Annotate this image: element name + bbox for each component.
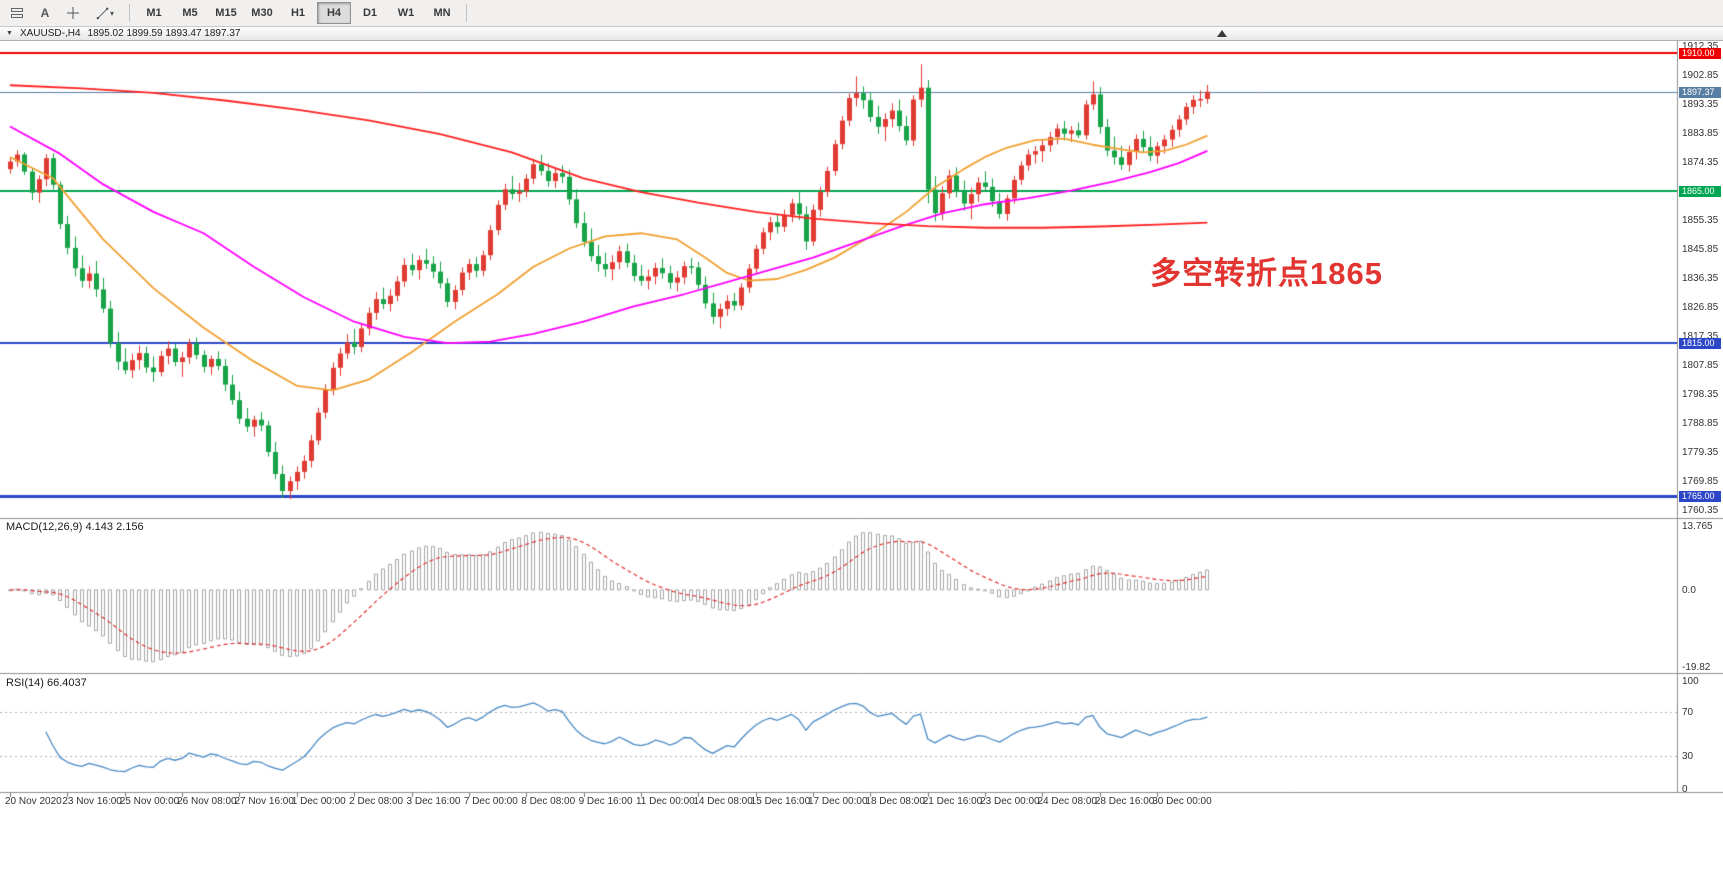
price-level-box: 1765.00 [1679,491,1721,502]
tile-windows-button[interactable] [4,1,30,25]
rsi-axis-label: 30 [1682,751,1694,762]
text-tool-icon: A [40,6,50,20]
time-axis-label: 8 Dec 08:00 [521,796,576,807]
tf-button-h1[interactable]: H1 [290,7,306,19]
text-label-tool-button[interactable]: A [32,1,58,25]
price-tick: 1779.35 [1682,446,1719,458]
price-tick: 1817.35 [1682,330,1719,342]
price-level-box: 1897.37 [1679,87,1721,98]
toolbar-separator [129,4,130,22]
tile-windows-icon [11,8,23,18]
price-tick: 1798.35 [1682,388,1719,400]
time-axis-label: 2 Dec 08:00 [349,796,404,807]
time-axis-label: 1 Dec 00:00 [291,796,346,807]
toolbar-separator [466,4,467,22]
time-axis-label: 23 Dec 00:00 [980,796,1040,807]
macd-indicator-label: MACD(12,26,9) 4.143 2.156 [6,521,144,533]
chart-annotation-text[interactable]: 多空转折点1865 [1150,256,1383,291]
time-axis-label: 17 Dec 00:00 [808,796,868,807]
time-axis-label: 3 Dec 16:00 [406,796,461,807]
time-axis-label: 25 Nov 00:00 [119,796,180,807]
chart-symbol-title: XAUUSD-,H4 [19,28,81,39]
main-toolbar: A ▾ M1 M5 M15 M30 H1 H4 D1 W1 MN [0,0,1723,27]
time-axis-label: 28 Dec 16:00 [1094,796,1155,807]
collapse-triangle-icon[interactable]: ▼ [6,30,13,37]
time-axis-label: 30 Dec 00:00 [1152,796,1212,807]
time-axis-label: 18 Dec 08:00 [865,796,925,807]
tf-button-m5[interactable]: M5 [182,7,198,19]
macd-values: 4.143 2.156 [85,521,144,533]
time-axis-label: 26 Nov 08:00 [177,796,237,807]
rsi-axis-label: 100 [1682,676,1699,687]
time-axis-label: 14 Dec 08:00 [693,796,753,807]
price-tick: 1845.85 [1682,243,1719,255]
price-tick: 1826.85 [1682,301,1719,313]
tf-button-w1[interactable]: W1 [397,7,415,19]
price-tick: 1807.85 [1682,359,1719,371]
tf-button-m30[interactable]: M30 [251,7,273,19]
tf-button-m1[interactable]: M1 [146,7,162,19]
rsi-axis-label: 0 [1682,784,1688,795]
chart-shift-marker[interactable] [1217,30,1227,37]
price-tick: 1760.35 [1682,504,1719,516]
rsi-axis-label: 70 [1682,707,1694,718]
price-tick: 1769.85 [1682,475,1719,487]
time-axis-label: 24 Dec 08:00 [1037,796,1097,807]
price-tick: 1893.35 [1682,99,1719,110]
time-axis-label: 11 Dec 00:00 [635,796,695,807]
crosshair-icon [67,7,79,19]
price-tick: 1883.85 [1682,127,1719,139]
rsi-value: 66.4037 [46,677,87,689]
tf-button-mn[interactable]: MN [433,7,451,19]
tf-button-m15[interactable]: M15 [215,7,237,19]
crosshair-tool-button[interactable] [60,1,86,25]
price-tick: 1836.35 [1682,272,1719,284]
price-tick: 1855.35 [1682,214,1719,226]
time-axis-label: 20 Nov 2020 [5,796,62,807]
price-tick: 1912.35 [1682,41,1719,53]
price-level-box: 1910.00 [1679,48,1721,59]
chart-title-bar[interactable]: ▼ XAUUSD-,H4 1895.02 1899.59 1893.47 189… [0,27,1723,41]
macd-axis-zero: 0.0 [1682,584,1696,596]
price-level-box: 1865.00 [1679,186,1721,197]
time-axis-label: 21 Dec 16:00 [922,796,983,807]
dropdown-caret-icon: ▾ [109,8,114,18]
price-tick: 1902.85 [1682,70,1719,82]
trendline-tool-button[interactable]: ▾ [88,1,122,25]
price-level-box: 1815.00 [1679,338,1721,349]
time-axis-label: 15 Dec 16:00 [750,796,811,807]
macd-axis-max: 13.765 [1682,521,1713,532]
price-tick: 1874.35 [1682,156,1719,168]
chart-ohlc-values: 1895.02 1899.59 1893.47 1897.37 [87,28,241,39]
rsi-indicator-label: RSI(14) 66.4037 [6,677,87,689]
time-axis-label: 23 Nov 16:00 [62,796,122,807]
time-axis-label: 27 Nov 16:00 [234,796,294,807]
tf-button-d1[interactable]: D1 [362,7,378,19]
macd-axis-min: -19.82 [1682,662,1711,673]
time-axis-label: 7 Dec 00:00 [463,796,518,807]
rsi-name: RSI(14) [6,677,44,689]
time-axis-label: 9 Dec 16:00 [578,796,633,807]
price-tick: 1788.85 [1682,417,1719,429]
tf-button-h4[interactable]: H4 [317,2,351,24]
timeframe-button-group: M1 M5 M15 M30 H1 H4 D1 W1 MN [137,2,459,24]
trendline-icon [96,7,109,19]
macd-name: MACD(12,26,9) [6,521,83,533]
